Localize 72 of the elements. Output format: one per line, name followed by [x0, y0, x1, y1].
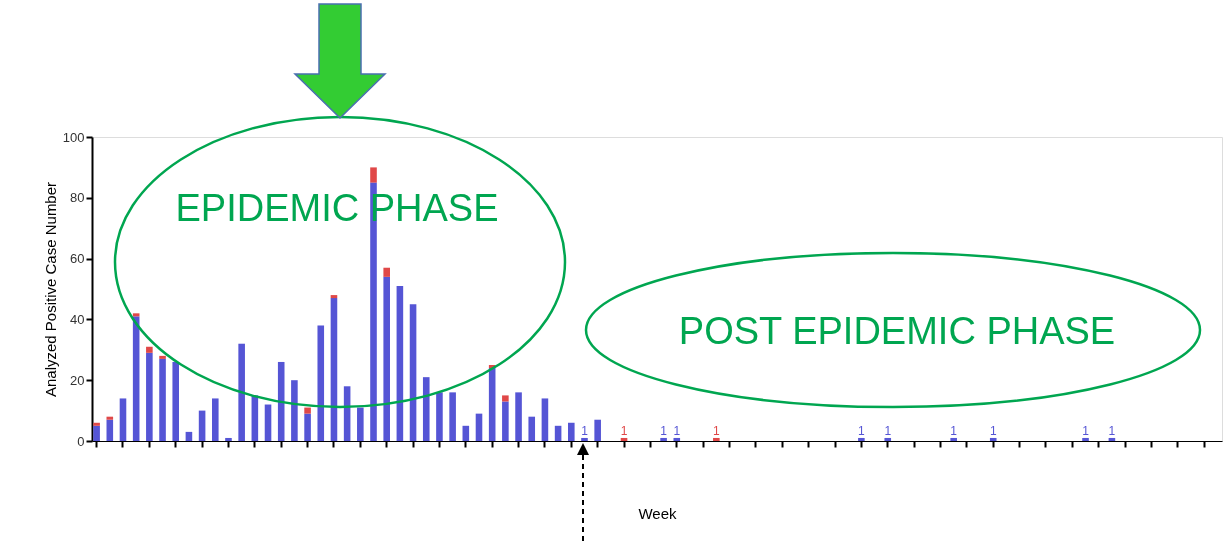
- annotation: POST EPIDEMIC PHASE: [678, 310, 1116, 352]
- bar: [673, 437, 681, 441]
- bar: [172, 361, 180, 441]
- y-tick-label: 0: [77, 433, 85, 449]
- bar: [383, 267, 390, 277]
- bar: [159, 358, 166, 441]
- bar: [304, 413, 311, 441]
- bar: [502, 395, 509, 402]
- bar: [436, 392, 443, 441]
- bar: [568, 422, 575, 441]
- y-tick-label: 20: [70, 372, 85, 388]
- data-label: 1: [858, 423, 866, 438]
- bar: [884, 437, 892, 441]
- data-label: 1: [673, 423, 681, 438]
- bar: [317, 325, 325, 441]
- data-label: 1: [712, 423, 720, 438]
- bar: [528, 416, 536, 441]
- bar: [264, 404, 272, 441]
- bar: [541, 398, 549, 441]
- bar: [449, 392, 456, 441]
- bar: [422, 377, 430, 441]
- bar: [462, 425, 470, 441]
- bar: [93, 425, 100, 441]
- bar: [713, 437, 720, 441]
- bar: [291, 380, 298, 441]
- bar: [146, 346, 153, 353]
- bar: [989, 437, 997, 441]
- bar: [1108, 437, 1116, 441]
- bar: [330, 298, 338, 441]
- bar: [106, 419, 114, 441]
- bar: [132, 313, 140, 317]
- bar: [357, 407, 364, 441]
- bar: [660, 437, 667, 441]
- bar: [106, 416, 114, 420]
- bar: [370, 167, 377, 183]
- data-label: 1: [989, 423, 997, 438]
- bar: [554, 425, 562, 441]
- data-label: 1: [950, 423, 958, 438]
- bar: [950, 437, 957, 441]
- bar: [383, 276, 390, 441]
- bar: [225, 437, 232, 441]
- bar: [146, 352, 153, 441]
- bar: [304, 407, 311, 414]
- y-axis-title: Analyzed Positive Case Number: [41, 181, 59, 398]
- bar: [198, 410, 206, 441]
- data-label: 1: [884, 423, 892, 438]
- y-tick-label: 80: [70, 190, 85, 206]
- bar: [515, 392, 522, 441]
- bar: [211, 398, 219, 441]
- bar: [396, 285, 404, 441]
- data-label: 1: [581, 423, 589, 438]
- bar: [119, 398, 127, 441]
- bar: [93, 422, 100, 426]
- bar: [475, 413, 483, 441]
- bar: [277, 361, 285, 441]
- y-tick-label: 100: [62, 129, 85, 145]
- data-label: 1: [620, 423, 628, 438]
- bar: [620, 437, 628, 441]
- bar: [159, 355, 166, 359]
- data-label: 1: [1108, 423, 1116, 438]
- bar: [185, 431, 193, 441]
- bar: [1082, 437, 1089, 441]
- y-tick-label: 40: [70, 311, 85, 327]
- bar: [594, 419, 601, 441]
- bar: [330, 295, 338, 299]
- data-label: 1: [1082, 423, 1090, 438]
- bar: [858, 437, 865, 441]
- bar: [502, 401, 509, 441]
- data-label: 1: [660, 423, 668, 438]
- y-tick-label: 60: [70, 251, 85, 267]
- x-axis-title: Week: [638, 505, 678, 522]
- bar: [238, 343, 245, 441]
